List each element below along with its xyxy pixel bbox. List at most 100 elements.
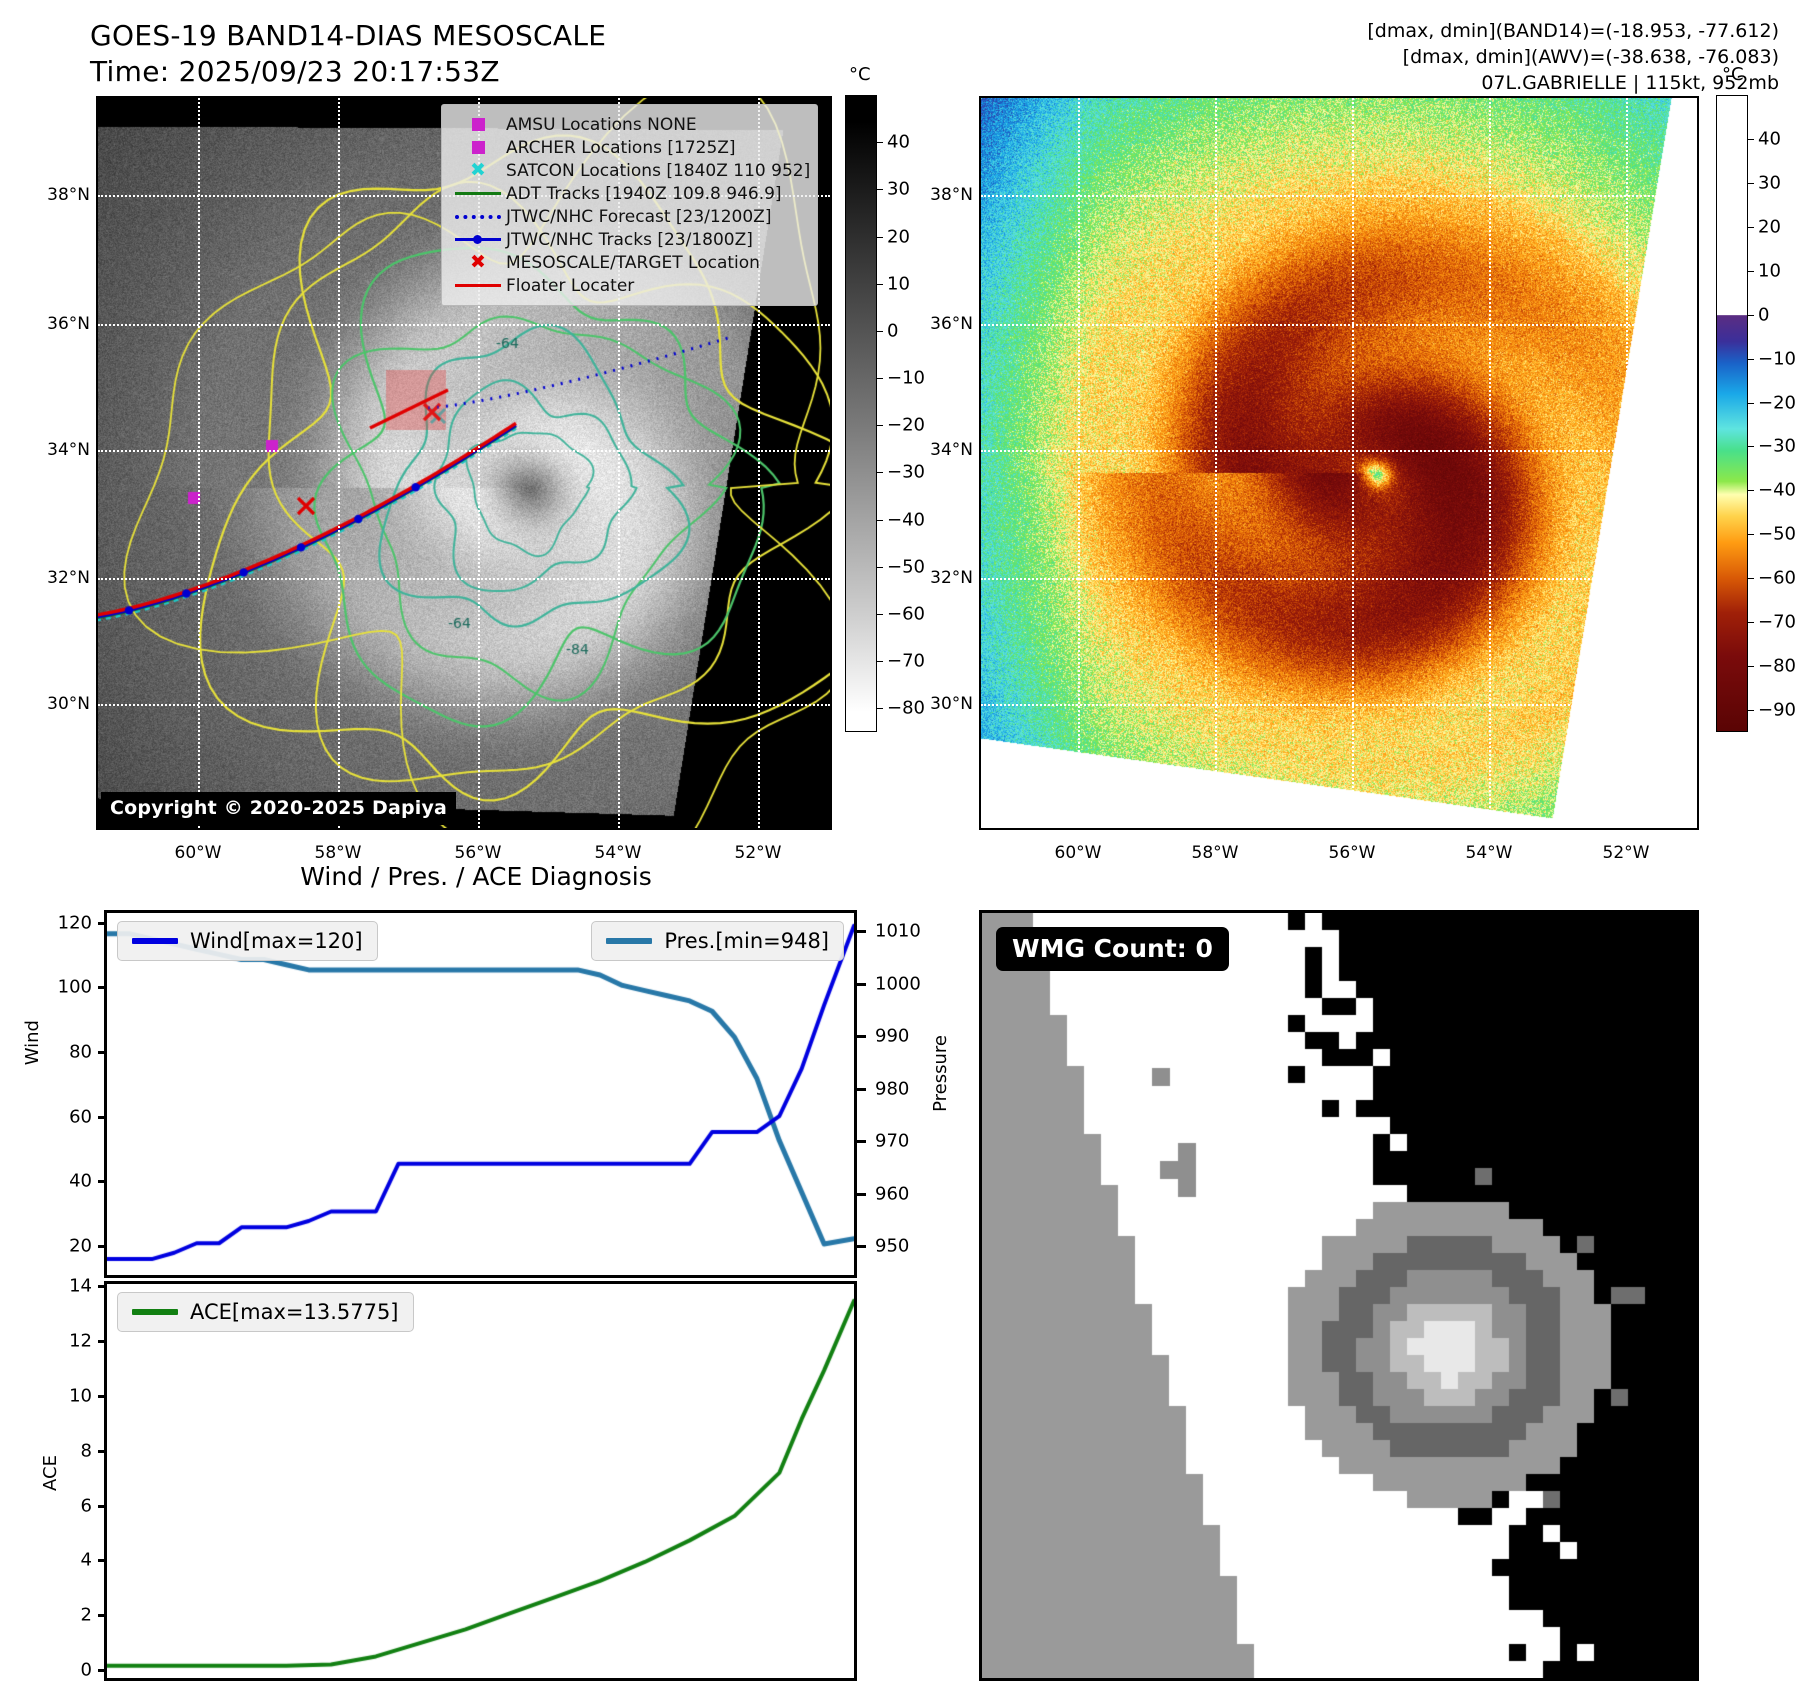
pressure-tickmark xyxy=(857,930,866,934)
colorbar-tick-label: −10 xyxy=(1758,348,1796,370)
awv-lon-tick-58: 58°W xyxy=(1191,843,1239,863)
pressure-axis-label: Pressure xyxy=(930,1035,951,1112)
pressure-tick-label: 990 xyxy=(875,1025,910,1047)
awv-colorbar-gradient xyxy=(1716,95,1748,732)
gridline-lon-60 xyxy=(198,98,200,828)
legend-item-adt-tracks[interactable]: ADT Tracks [1940Z 109.8 946.9] xyxy=(450,182,807,205)
colorbar-tick-label: −50 xyxy=(1758,523,1796,545)
legend-item-jtwc-forecast[interactable]: JTWC/NHC Forecast [23/1200Z] xyxy=(450,205,807,228)
ace-tick-label: 12 xyxy=(69,1330,92,1352)
wind-pressure-chart[interactable]: Wind[max=120] Pres.[min=948] xyxy=(104,910,857,1278)
gridline-lat-32 xyxy=(981,578,1697,580)
colorbar-tickmark xyxy=(877,614,883,616)
legend-item-amsu[interactable]: AMSU Locations NONE xyxy=(450,113,807,136)
legend-label: AMSU Locations NONE xyxy=(506,114,697,135)
pressure-tickmark xyxy=(857,1140,866,1144)
wind-tick-label: 40 xyxy=(69,1170,92,1192)
ace-tick-label: 8 xyxy=(80,1440,92,1462)
legend-item-satcon[interactable]: ✖ SATCON Locations [1840Z 110 952] xyxy=(450,159,811,182)
dmax-dmin-awv: [dmax, dmin](AWV)=(-38.638, -76.083) xyxy=(1402,46,1779,68)
colorbar-tick-label: −70 xyxy=(1758,611,1796,633)
colorbar-tickmark xyxy=(1748,138,1754,140)
gridline-lon-54 xyxy=(1489,98,1491,828)
colorbar-tick-label: −80 xyxy=(1758,655,1796,677)
gridline-lon-56 xyxy=(1352,98,1354,828)
ace-tick-label: 4 xyxy=(80,1549,92,1571)
ir-satellite-map[interactable]: AMSU Locations NONE ARCHER Locations [17… xyxy=(96,96,832,830)
wind-tickmark xyxy=(98,1051,107,1055)
colorbar-tickmark xyxy=(877,425,883,427)
colorbar-tickmark xyxy=(1748,314,1754,316)
legend-label: SATCON Locations [1840Z 110 952] xyxy=(506,160,811,181)
wmg-panel[interactable]: WMG Count: 0 xyxy=(979,910,1699,1681)
legend-item-floater-locater[interactable]: Floater Locater xyxy=(450,274,807,297)
colorbar-tickmark xyxy=(1748,710,1754,712)
colorbar-tickmark xyxy=(877,661,883,663)
pressure-tickmark xyxy=(857,1245,866,1249)
colorbar-tick-label: 10 xyxy=(1758,260,1781,282)
ace-legend[interactable]: ACE[max=13.5775] xyxy=(117,1292,414,1332)
colorbar-tick-label: −90 xyxy=(1758,699,1796,721)
colorbar-tickmark xyxy=(877,566,883,568)
legend-item-archer[interactable]: ARCHER Locations [1725Z] xyxy=(450,136,807,159)
wmg-count-badge: WMG Count: 0 xyxy=(996,927,1229,971)
pressure-tickmark xyxy=(857,1035,866,1039)
colorbar-tickmark xyxy=(877,142,883,144)
colorbar-tickmark xyxy=(877,283,883,285)
storm-summary: 07L.GABRIELLE | 115kt, 952mb xyxy=(1481,72,1779,94)
awv-lat-tick-32: 32°N xyxy=(930,568,973,588)
wind-legend[interactable]: Wind[max=120] xyxy=(117,921,378,961)
wind-axis-label: Wind xyxy=(22,1020,43,1066)
ir-lat-tick-32: 32°N xyxy=(47,568,90,588)
colorbar-tick-label: −60 xyxy=(1758,567,1796,589)
colorbar-tickmark xyxy=(1748,182,1754,184)
colorbar-tick-label: −70 xyxy=(887,650,925,672)
ir-map-legend[interactable]: AMSU Locations NONE ARCHER Locations [17… xyxy=(441,104,818,306)
legend-label: ARCHER Locations [1725Z] xyxy=(506,137,736,158)
ace-axis-label: ACE xyxy=(40,1455,61,1491)
awv-satellite-map[interactable] xyxy=(979,96,1699,830)
pressure-tick-label: 950 xyxy=(875,1235,910,1257)
ir-lat-tick-30: 30°N xyxy=(47,694,90,714)
gridline-lon-58 xyxy=(338,98,340,828)
colorbar-tick-label: 0 xyxy=(1758,304,1770,326)
colorbar-tick-label: −40 xyxy=(887,509,925,531)
wind-tick-label: 80 xyxy=(69,1041,92,1063)
ir-lon-tick-56: 56°W xyxy=(454,843,502,863)
colorbar-tick-label: −60 xyxy=(887,603,925,625)
pressure-legend[interactable]: Pres.[min=948] xyxy=(591,921,844,961)
awv-lon-tick-54: 54°W xyxy=(1465,843,1513,863)
target-x-icon: ✖ xyxy=(470,251,486,273)
ace-tickmark xyxy=(98,1559,107,1563)
colorbar-tickmark xyxy=(1748,534,1754,536)
colorbar-tickmark xyxy=(1748,358,1754,360)
gridline-lon-60 xyxy=(1078,98,1080,828)
title-timestamp: Time: 2025/09/23 20:17:53Z xyxy=(90,55,500,88)
awv-lat-tick-36: 36°N xyxy=(930,314,973,334)
legend-item-jtwc-tracks[interactable]: JTWC/NHC Tracks [23/1800Z] xyxy=(450,228,807,251)
colorbar-tick-label: 30 xyxy=(887,178,910,200)
gridline-lon-56 xyxy=(478,98,480,828)
colorbar-tickmark xyxy=(1748,578,1754,580)
copyright-badge: Copyright © 2020-2025 Dapiya xyxy=(101,792,457,825)
header-info: [dmax, dmin](BAND14)=(-18.953, -77.612) … xyxy=(1367,18,1779,96)
ace-tick-label: 2 xyxy=(80,1604,92,1626)
ace-canvas xyxy=(107,1284,854,1678)
legend-label: ADT Tracks [1940Z 109.8 946.9] xyxy=(506,183,782,204)
colorbar-tickmark xyxy=(1748,490,1754,492)
ir-lon-tick-54: 54°W xyxy=(594,843,642,863)
pressure-tick-label: 1000 xyxy=(875,973,921,995)
ace-tickmark xyxy=(98,1614,107,1618)
pressure-legend-label: Pres.[min=948] xyxy=(664,929,829,953)
ace-chart[interactable]: ACE[max=13.5775] xyxy=(104,1281,857,1681)
awv-map-canvas xyxy=(981,98,1697,828)
gridline-lon-52 xyxy=(1626,98,1628,828)
ace-tick-label: 0 xyxy=(80,1659,92,1681)
archer-square-icon xyxy=(450,141,506,154)
ir-lat-tick-34: 34°N xyxy=(47,440,90,460)
legend-item-mesoscale-target[interactable]: ✖ MESOSCALE/TARGET Location xyxy=(450,251,807,274)
colorbar-tickmark xyxy=(877,330,883,332)
wind-legend-swatch xyxy=(132,938,178,944)
legend-label: MESOSCALE/TARGET Location xyxy=(506,252,760,273)
awv-lon-tick-56: 56°W xyxy=(1328,843,1376,863)
